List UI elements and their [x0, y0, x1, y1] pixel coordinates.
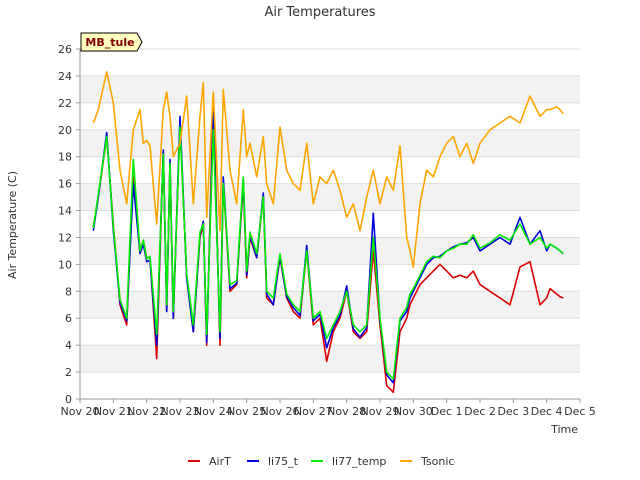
legend: AirT li75_t li77_temp Tsonic	[188, 455, 454, 468]
x-tick-label: Dec 5	[564, 405, 596, 418]
series-line-tsonic	[92, 71, 564, 268]
y-tick-label: 10	[58, 258, 72, 271]
y-tick-label: 2	[65, 366, 72, 379]
y-tick-label: 24	[58, 70, 72, 83]
x-tick-label: Dec 4	[531, 405, 563, 418]
x-tick-label: Nov 23	[161, 405, 200, 418]
y-tick-label: 4	[65, 339, 72, 352]
background-band	[80, 49, 580, 76]
x-tick-label: Dec 3	[497, 405, 529, 418]
y-tick-label: 14	[58, 205, 72, 218]
background-band	[80, 372, 580, 399]
legend-label: AirT	[209, 455, 231, 468]
chart-title: Air Temperatures	[264, 5, 375, 20]
legend-entry: li75_t	[247, 455, 299, 468]
station-badge-label: MB_tule	[85, 36, 134, 49]
station-badge: MB_tule	[80, 32, 143, 52]
x-tick-label: Nov 27	[294, 405, 333, 418]
legend-entry: Tsonic	[400, 455, 454, 468]
station-badge-box	[80, 32, 143, 52]
x-tick-label: Nov 26	[261, 405, 300, 418]
legend-entry: AirT	[188, 455, 231, 468]
y-tick-label: 6	[65, 312, 72, 325]
legend-entry: li77_temp	[311, 455, 386, 468]
x-tick-label: Nov 29	[361, 405, 400, 418]
y-tick-label: 20	[58, 124, 72, 137]
background-band	[80, 102, 580, 130]
background-band	[80, 237, 580, 265]
y-tick-label: 0	[65, 393, 72, 406]
background-band	[80, 129, 580, 157]
series-line-li77-temp	[92, 126, 564, 380]
y-tick-label: 16	[58, 178, 72, 191]
y-tick-label: 8	[65, 285, 72, 298]
background-band	[80, 75, 580, 103]
axes	[79, 49, 580, 400]
x-tick-label: Nov 24	[194, 405, 233, 418]
x-tick-label: Dec 2	[464, 405, 496, 418]
background-band	[80, 264, 580, 292]
y-tick-label: 12	[58, 231, 72, 244]
x-tick-label: Dec 1	[431, 405, 463, 418]
legend-label: li75_t	[268, 455, 299, 468]
x-tick-label: Nov 22	[127, 405, 166, 418]
y-tick-label: 18	[58, 151, 72, 164]
background-band	[80, 156, 580, 184]
x-tick-label: Nov 20	[61, 405, 100, 418]
x-tick-label: Nov 25	[227, 405, 266, 418]
legend-label: li77_temp	[332, 455, 386, 468]
y-axis-label: Air Temperature (C)	[6, 171, 19, 279]
x-tick-label: Nov 30	[394, 405, 433, 418]
y-tick-label: 26	[58, 43, 72, 56]
background-band	[80, 210, 580, 238]
x-tick-label: Nov 28	[327, 405, 366, 418]
series-layer	[92, 71, 564, 394]
x-axis-label: Time	[550, 423, 578, 436]
y-tick-label: 22	[58, 97, 72, 110]
legend-label: Tsonic	[420, 455, 454, 468]
x-tick-label: Nov 21	[94, 405, 133, 418]
